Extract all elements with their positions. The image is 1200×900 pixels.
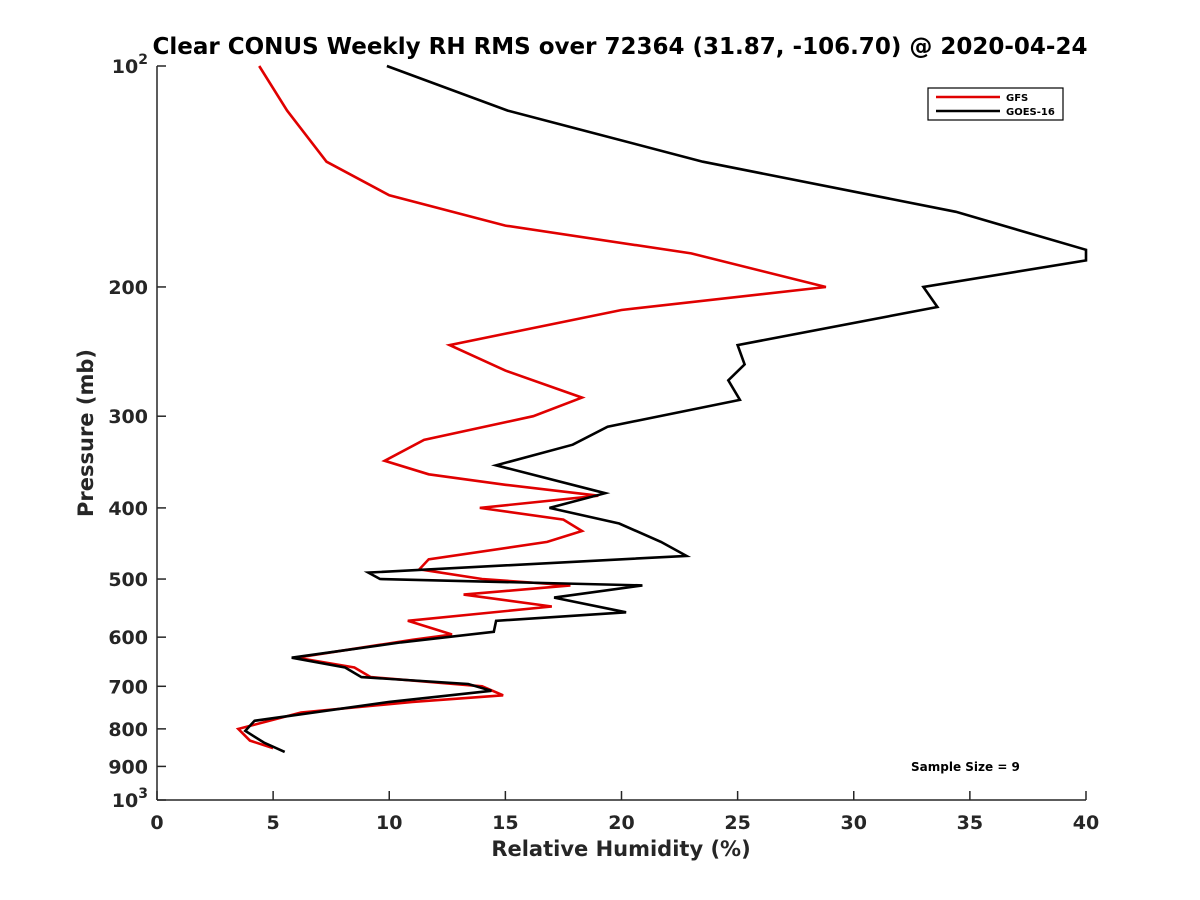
y-tick-label: 800 xyxy=(108,719,148,741)
y-tick-label: 600 xyxy=(108,627,148,649)
series-lines xyxy=(235,64,1088,754)
x-tick-label: 30 xyxy=(841,812,867,834)
legend-box xyxy=(927,87,1064,121)
x-axis-title: Relative Humidity (%) xyxy=(491,837,750,861)
x-tick-label: 5 xyxy=(267,812,280,834)
y-tick-label: 900 xyxy=(108,756,148,778)
y-tick-label: 102 xyxy=(112,52,148,78)
x-tick-label: 0 xyxy=(150,812,163,834)
x-tick-label: 35 xyxy=(957,812,983,834)
y-tick-label: 200 xyxy=(108,277,148,299)
x-tick-label: 10 xyxy=(376,812,402,834)
plot-area xyxy=(156,66,1086,801)
y-tick-label: 400 xyxy=(108,498,148,520)
y-tick-label: 103 xyxy=(112,786,148,812)
legend-label: GOES-16 xyxy=(1006,107,1055,118)
y-tick-label: 700 xyxy=(108,676,148,698)
series-line-goes-16 xyxy=(243,64,1088,754)
x-tick-label: 25 xyxy=(724,812,750,834)
x-ticks: 0 5 10 15 20 25 30 35 40 xyxy=(150,791,1099,834)
x-tick-label: 15 xyxy=(492,812,518,834)
x-tick-label: 40 xyxy=(1073,812,1099,834)
sample-size-annotation: Sample Size = 9 xyxy=(911,760,1020,774)
y-tick-label: 300 xyxy=(108,406,148,428)
y-axis-title: Pressure (mb) xyxy=(74,349,98,517)
legend: GFS GOES-16 xyxy=(927,87,1064,121)
y-tick-label: 500 xyxy=(108,569,148,591)
y-ticks: 102 200 300 400 500 600 700 800 900 103 xyxy=(108,52,166,812)
x-tick-label: 20 xyxy=(608,812,634,834)
chart-title: Clear CONUS Weekly RH RMS over 72364 (31… xyxy=(153,34,1088,60)
legend-label: GFS xyxy=(1006,93,1028,104)
